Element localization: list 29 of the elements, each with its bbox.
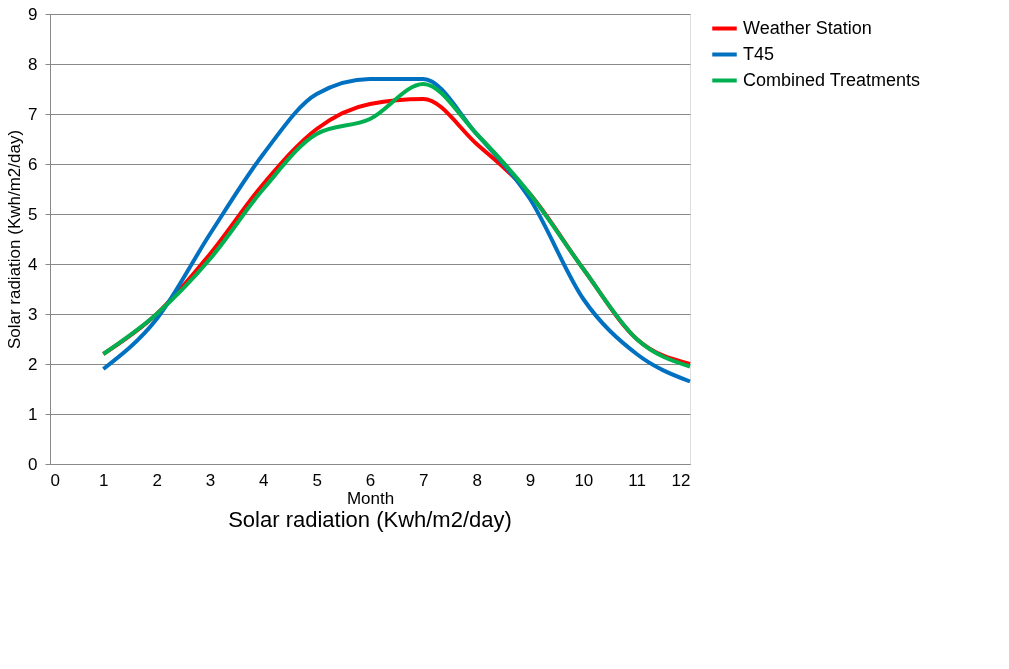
text: Solar radiation (Kwh/m2/day) xyxy=(228,507,512,532)
y-tick-label: 9 xyxy=(28,4,38,24)
x-tick-label: 8 xyxy=(472,470,482,490)
x-tick-label: 2 xyxy=(152,470,162,490)
x-tick-label: 6 xyxy=(365,470,376,490)
x-axis-title: Month xyxy=(346,488,395,508)
x-tick-label: 12 xyxy=(671,470,691,490)
legend-label: Weather Station xyxy=(743,17,872,38)
y-tick-label: 4 xyxy=(28,254,38,274)
x-tick-label: 1 xyxy=(99,470,109,490)
legend-label: Combined Treatments xyxy=(743,69,921,90)
y-tick-label: 1 xyxy=(28,404,38,424)
x-tick-label: 4 xyxy=(259,470,269,490)
x-tick-label: 11 xyxy=(628,470,646,490)
x-tick-label: 0 xyxy=(50,470,60,490)
y-tick-label: 0 xyxy=(28,454,38,474)
y-tick-label: 3 xyxy=(28,304,38,324)
x-tick-label: 7 xyxy=(419,470,429,490)
legend-label: T45 xyxy=(743,43,775,64)
y-tick-label: 6 xyxy=(28,154,38,174)
x-tick-label: 9 xyxy=(525,470,536,490)
y-axis-title: Solar radiation (Kwh/m2/day) xyxy=(5,129,25,350)
y-tick-label: 7 xyxy=(28,104,38,124)
y-tick-label: 5 xyxy=(28,204,38,224)
x-tick-label: 5 xyxy=(312,470,322,490)
y-tick-label: 2 xyxy=(28,354,38,374)
x-tick-label: 10 xyxy=(574,470,594,490)
y-tick-label: 8 xyxy=(28,54,38,74)
x-tick-label: 3 xyxy=(205,470,216,490)
